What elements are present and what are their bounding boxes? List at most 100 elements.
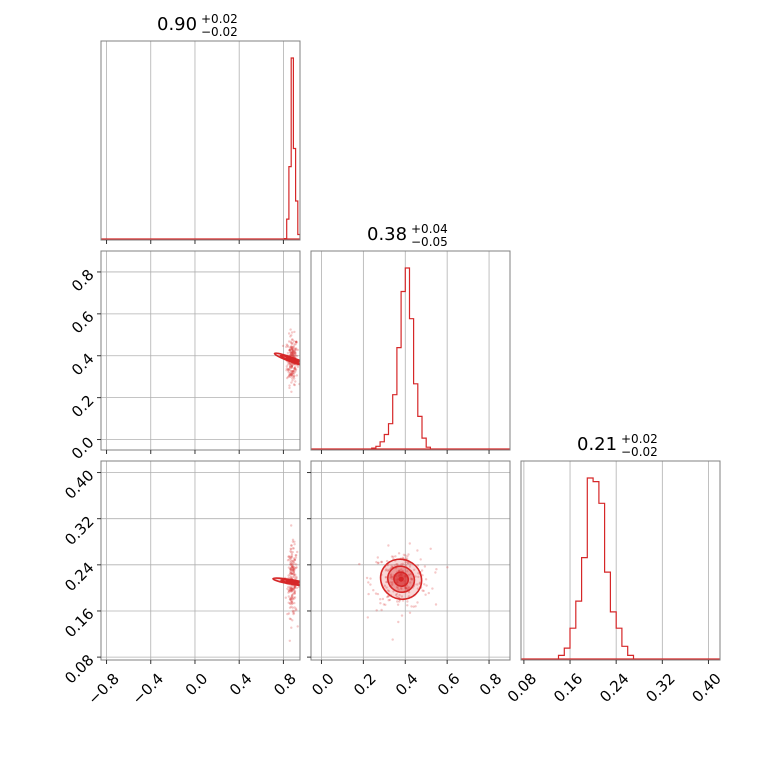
scatter-point (291, 349, 295, 352)
scatter-point (293, 596, 297, 599)
scatter-point (296, 550, 299, 554)
scatter-point (286, 559, 290, 562)
title-param-2-median: 0.38 (367, 224, 407, 245)
scatter-point (292, 571, 296, 574)
scatter-point (290, 566, 293, 570)
scatter-point (291, 566, 295, 569)
scatter-point (406, 600, 409, 603)
scatter-point (387, 568, 390, 572)
xtick-label: 0.16 (550, 670, 586, 706)
scatter-point (434, 603, 438, 606)
scatter-point (384, 603, 387, 606)
scatter-point (396, 563, 399, 566)
scatter-point (289, 351, 292, 354)
scatter-point (286, 363, 290, 366)
scatter-point (290, 365, 293, 368)
scatter-point (290, 588, 293, 591)
ytick-label: 0.8 (68, 266, 98, 296)
scatter-point (292, 375, 295, 379)
scatter-point (288, 563, 292, 566)
panel-3-2: 0.0 0.2 0.4 0.6 0.8 (307, 460, 511, 700)
scatter-point (294, 340, 298, 343)
scatter-point (289, 602, 292, 605)
scatter-point (407, 553, 410, 556)
panel-content (101, 57, 300, 240)
scatter-point (404, 586, 407, 590)
scatter-point (367, 581, 370, 584)
scatter-point (289, 375, 292, 379)
scatter-point (290, 565, 293, 569)
scatter-point (289, 353, 293, 356)
scatter-point (290, 348, 294, 351)
scatter-point (290, 347, 293, 350)
scatter-point (289, 598, 292, 601)
scatter-point (421, 574, 424, 577)
scatter-point (292, 567, 295, 570)
scatter-point (292, 345, 295, 349)
scatter-point (289, 340, 292, 343)
scatter-point (291, 352, 295, 355)
scatter-point (289, 570, 293, 574)
scatter-point (292, 349, 296, 352)
scatter-point (290, 373, 293, 377)
xtick-label: 0.8 (476, 670, 506, 700)
scatter-point (289, 346, 292, 349)
scatter-point (293, 573, 296, 577)
scatter-point (288, 374, 291, 377)
scatter-point (376, 556, 379, 559)
scatter-point (289, 567, 292, 570)
scatter-point (285, 367, 289, 370)
scatter-point (382, 603, 386, 606)
scatter-point (391, 577, 394, 581)
scatter-point (397, 588, 400, 591)
scatter-point (292, 611, 296, 615)
scatter-point (416, 583, 419, 586)
scatter-point (294, 354, 297, 357)
scatter-point (292, 574, 296, 577)
scatter-point (289, 576, 292, 579)
scatter-point (290, 373, 294, 377)
scatter-point (374, 592, 378, 595)
scatter-point (292, 350, 296, 354)
scatter-point (423, 583, 426, 586)
scatter-point (410, 605, 413, 608)
scatter-point (296, 348, 299, 352)
scatter-point (291, 572, 294, 575)
scatter-point (290, 596, 293, 599)
scatter-point (291, 351, 294, 355)
scatter-point (293, 352, 296, 356)
scatter-point (289, 563, 293, 566)
scatter-point (291, 569, 294, 572)
scatter-point (384, 569, 388, 572)
scatter-point (289, 550, 292, 553)
scatter-point (377, 561, 380, 564)
scatter-point (384, 576, 387, 579)
scatter-point (435, 568, 438, 571)
scatter-point (291, 589, 294, 592)
scatter-point (291, 602, 294, 605)
scatter-point (414, 575, 417, 578)
scatter-point (396, 585, 399, 589)
title-param-2-minus: −0.05 (411, 235, 448, 249)
scatter-point (400, 595, 404, 598)
ytick-label: 0.08 (61, 651, 97, 687)
scatter-point (420, 569, 424, 572)
scatter-point (290, 544, 293, 547)
scatter-point (293, 589, 297, 593)
scatter-point (390, 555, 394, 558)
scatter-point (285, 369, 288, 372)
scatter-point (289, 328, 292, 331)
scatter-point (366, 616, 369, 619)
scatter-point (291, 569, 294, 572)
scatter-point (424, 578, 428, 581)
scatter-point (294, 573, 297, 576)
scatter-point (293, 597, 296, 600)
scatter-point (290, 342, 294, 346)
scatter-point (291, 370, 294, 373)
xtick-label: 0.32 (642, 670, 678, 706)
scatter-point (293, 587, 296, 590)
scatter-point (407, 595, 411, 598)
scatter-point (289, 353, 292, 357)
contour-peak (289, 579, 295, 585)
scatter-point (409, 581, 412, 584)
